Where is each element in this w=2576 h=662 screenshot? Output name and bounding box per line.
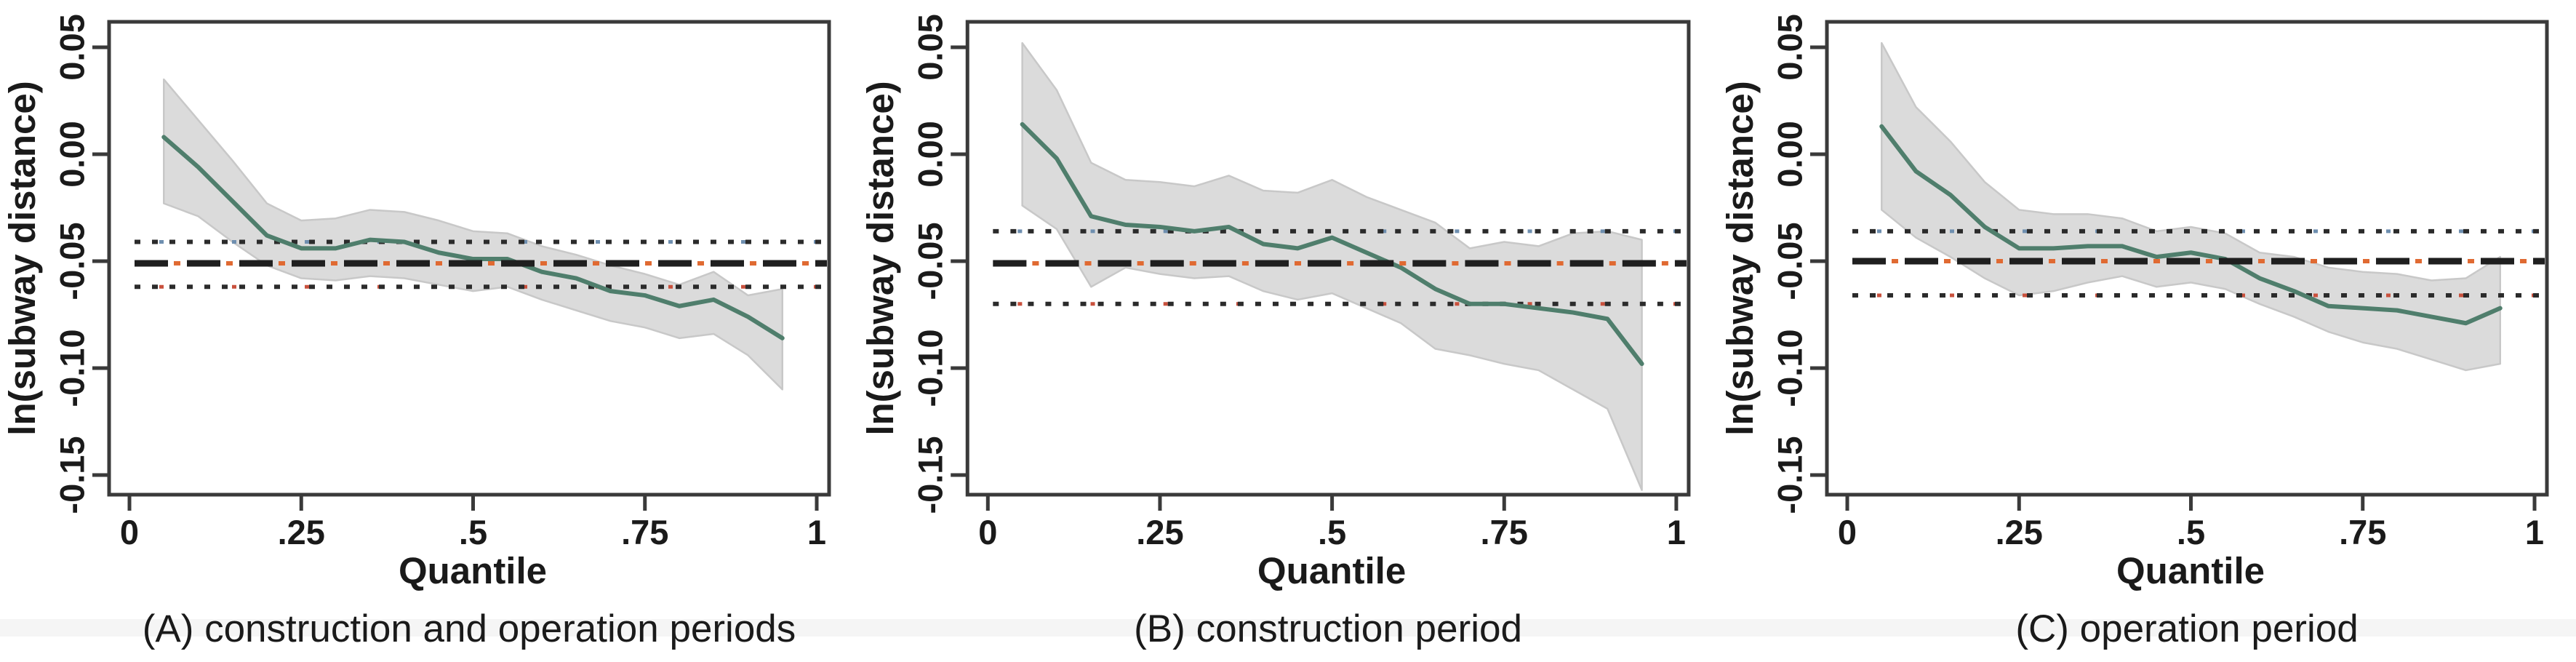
- panel-caption: (C) operation period: [2015, 607, 2358, 650]
- y-tick-label: -0.10: [1770, 329, 1809, 407]
- y-tick-label: 0.00: [1770, 121, 1809, 187]
- y-tick-label: -0.15: [911, 436, 950, 514]
- panel-construction-and-operation: 0.05 0.00 -0.05 -0.10 -0.15 0 .25 .5 .75 1 ln(subw…: [0, 0, 858, 662]
- x-tick-label: 0: [120, 513, 139, 551]
- confidence-band: [1881, 41, 2501, 372]
- x-tick-label: .25: [1996, 513, 2043, 551]
- quantile-estimate-line: [161, 135, 785, 340]
- quantile-estimate-line: [1020, 121, 1644, 367]
- x-axis-title: Quantile: [2116, 550, 2265, 591]
- confidence-band: [163, 78, 783, 391]
- y-tick-label: 0.00: [52, 121, 91, 187]
- panel-a-chart: 0.05 0.00 -0.05 -0.10 -0.15 0 .25 .5 .75 1 ln(subw…: [1, 14, 831, 650]
- plot-box: [107, 20, 831, 497]
- y-tick-label: 0.05: [1770, 14, 1809, 80]
- x-tick-label: 1: [1667, 513, 1686, 551]
- panel-caption: (A) construction and operation periods: [143, 607, 796, 650]
- x-tick-label: .5: [1318, 513, 1346, 551]
- x-tick-label: .75: [2339, 513, 2386, 551]
- y-tick-label: -0.05: [52, 222, 91, 300]
- quantile-estimate-line: [1879, 124, 2503, 326]
- x-tick-label: .5: [459, 513, 487, 551]
- x-tick-label: .75: [1481, 513, 1528, 551]
- x-tick-label: 1: [2525, 513, 2544, 551]
- x-axis-title: Quantile: [399, 550, 547, 591]
- plot-box: [1825, 20, 2549, 497]
- panel-c-chart: 0.05 0.00 -0.05 -0.10 -0.15 0 .25 .5 .75 1 ln(subw…: [1719, 14, 2549, 650]
- y-axis-title: ln(subway distance): [860, 81, 901, 435]
- x-tick-label: 1: [807, 513, 826, 551]
- y-tick-label: -0.15: [52, 436, 91, 514]
- y-axis-title: ln(subway distance): [1719, 81, 1761, 435]
- x-tick-label: .25: [1136, 513, 1183, 551]
- y-tick-label: 0.00: [911, 121, 950, 187]
- y-tick-label: -0.05: [911, 222, 950, 300]
- y-tick-label: 0.05: [52, 14, 91, 80]
- y-tick-label: 0.05: [911, 14, 950, 80]
- caption-stripe: [0, 619, 2576, 637]
- panel-operation: 0.05 0.00 -0.05 -0.10 -0.15 0 .25 .5 .75 1 ln(subw…: [1718, 0, 2576, 662]
- panel-b-chart: 0.05 0.00 -0.05 -0.10 -0.15 0 .25 .5 .75 1 ln(subw…: [860, 14, 1691, 650]
- panel-caption: (B) construction period: [1134, 607, 1522, 650]
- panel-construction: 0.05 0.00 -0.05 -0.10 -0.15 0 .25 .5 .75 1 ln(subw…: [858, 0, 1718, 662]
- y-axis-title: ln(subway distance): [1, 81, 43, 435]
- y-tick-label: -0.05: [1770, 222, 1809, 300]
- x-tick-label: .75: [621, 513, 668, 551]
- x-tick-label: .5: [2177, 513, 2205, 551]
- y-tick-label: -0.15: [1770, 436, 1809, 514]
- x-axis-title: Quantile: [1257, 550, 1406, 591]
- y-tick-label: -0.10: [911, 329, 950, 407]
- y-tick-label: -0.10: [52, 329, 91, 407]
- x-tick-label: .25: [278, 513, 325, 551]
- x-tick-label: 0: [1838, 513, 1857, 551]
- plot-box: [965, 20, 1691, 497]
- x-tick-label: 0: [978, 513, 997, 551]
